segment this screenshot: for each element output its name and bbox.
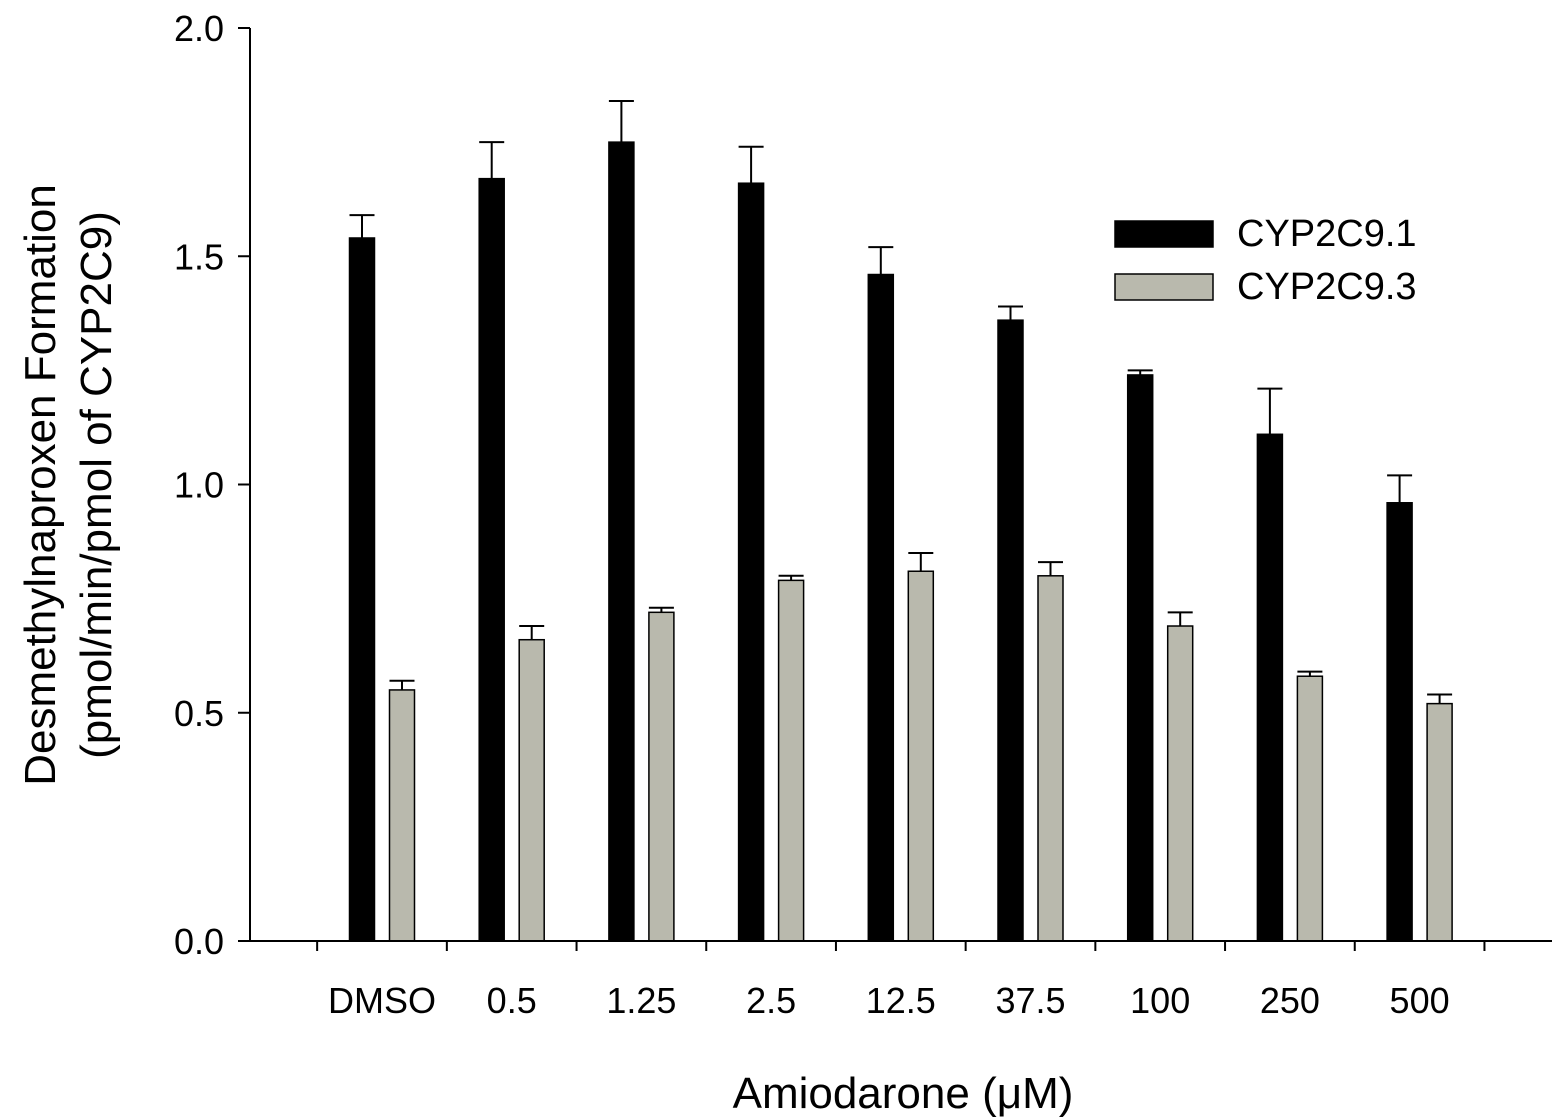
legend-label: CYP2C9.1 <box>1237 213 1417 255</box>
x-axis: DMSO 0.5 1.25 2.5 12.5 37.5 100 250 500 <box>250 940 1552 1021</box>
x-tick-label: 500 <box>1390 980 1450 1021</box>
plot-area <box>348 100 1453 942</box>
legend-label: CYP2C9.3 <box>1237 266 1417 308</box>
bar-cyp2c9-3 <box>777 579 805 942</box>
x-tick-label: 1.25 <box>606 980 676 1021</box>
bar-cyp2c9-1 <box>608 141 635 942</box>
y-axis-title-line1: Desmethylnaproxen Formation <box>16 184 65 786</box>
bar-cyp2c9-1 <box>348 237 376 942</box>
y-axis: 0.0 0.5 1.0 1.5 2.0 <box>174 8 251 962</box>
bar-cyp2c9-3 <box>907 570 935 942</box>
bar-cyp2c9-3 <box>518 638 545 942</box>
y-tick-label: 0.5 <box>174 693 224 734</box>
y-tick-label: 1.0 <box>174 465 224 506</box>
legend-swatch <box>1114 273 1214 301</box>
x-tick-label: 12.5 <box>866 980 936 1021</box>
bar-cyp2c9-3 <box>1037 575 1064 942</box>
y-tick-label: 1.5 <box>174 236 224 277</box>
bar-cyp2c9-3 <box>388 689 416 942</box>
x-tick-label: 250 <box>1260 980 1320 1021</box>
x-tick-label: DMSO <box>328 980 436 1021</box>
x-tick-label: 0.5 <box>487 980 537 1021</box>
bar-cyp2c9-1 <box>1386 502 1413 942</box>
x-tick-label: 2.5 <box>746 980 796 1021</box>
x-tick-label: 100 <box>1130 980 1190 1021</box>
y-tick-label: 0.0 <box>174 921 224 962</box>
x-tick-label: 37.5 <box>995 980 1065 1021</box>
bar-cyp2c9-1 <box>1126 374 1154 942</box>
x-axis-title: Amiodarone (μM) <box>733 1069 1074 1118</box>
bar-cyp2c9-3 <box>1426 702 1453 942</box>
legend-swatch <box>1114 220 1214 248</box>
y-axis-title-line2: (pmol/min/pmol of CYP2C9) <box>72 211 121 759</box>
y-tick-label: 2.0 <box>174 8 224 49</box>
bar-cyp2c9-1 <box>737 182 765 942</box>
bar-cyp2c9-1 <box>1256 433 1284 942</box>
bar-cyp2c9-1 <box>478 177 505 942</box>
bar-cyp2c9-3 <box>1166 625 1194 942</box>
y-axis-title: Desmethylnaproxen Formation (pmol/min/pmo… <box>16 184 121 786</box>
bar-cyp2c9-1 <box>867 273 895 942</box>
legend: CYP2C9.1 CYP2C9.3 <box>1114 213 1417 308</box>
axis-titles: Amiodarone (μM) Desmethylnaproxen Formati… <box>16 184 1073 1118</box>
bar-cyp2c9-3 <box>1296 675 1324 942</box>
bar-cyp2c9-3 <box>648 611 675 942</box>
bar-cyp2c9-1 <box>997 319 1024 942</box>
